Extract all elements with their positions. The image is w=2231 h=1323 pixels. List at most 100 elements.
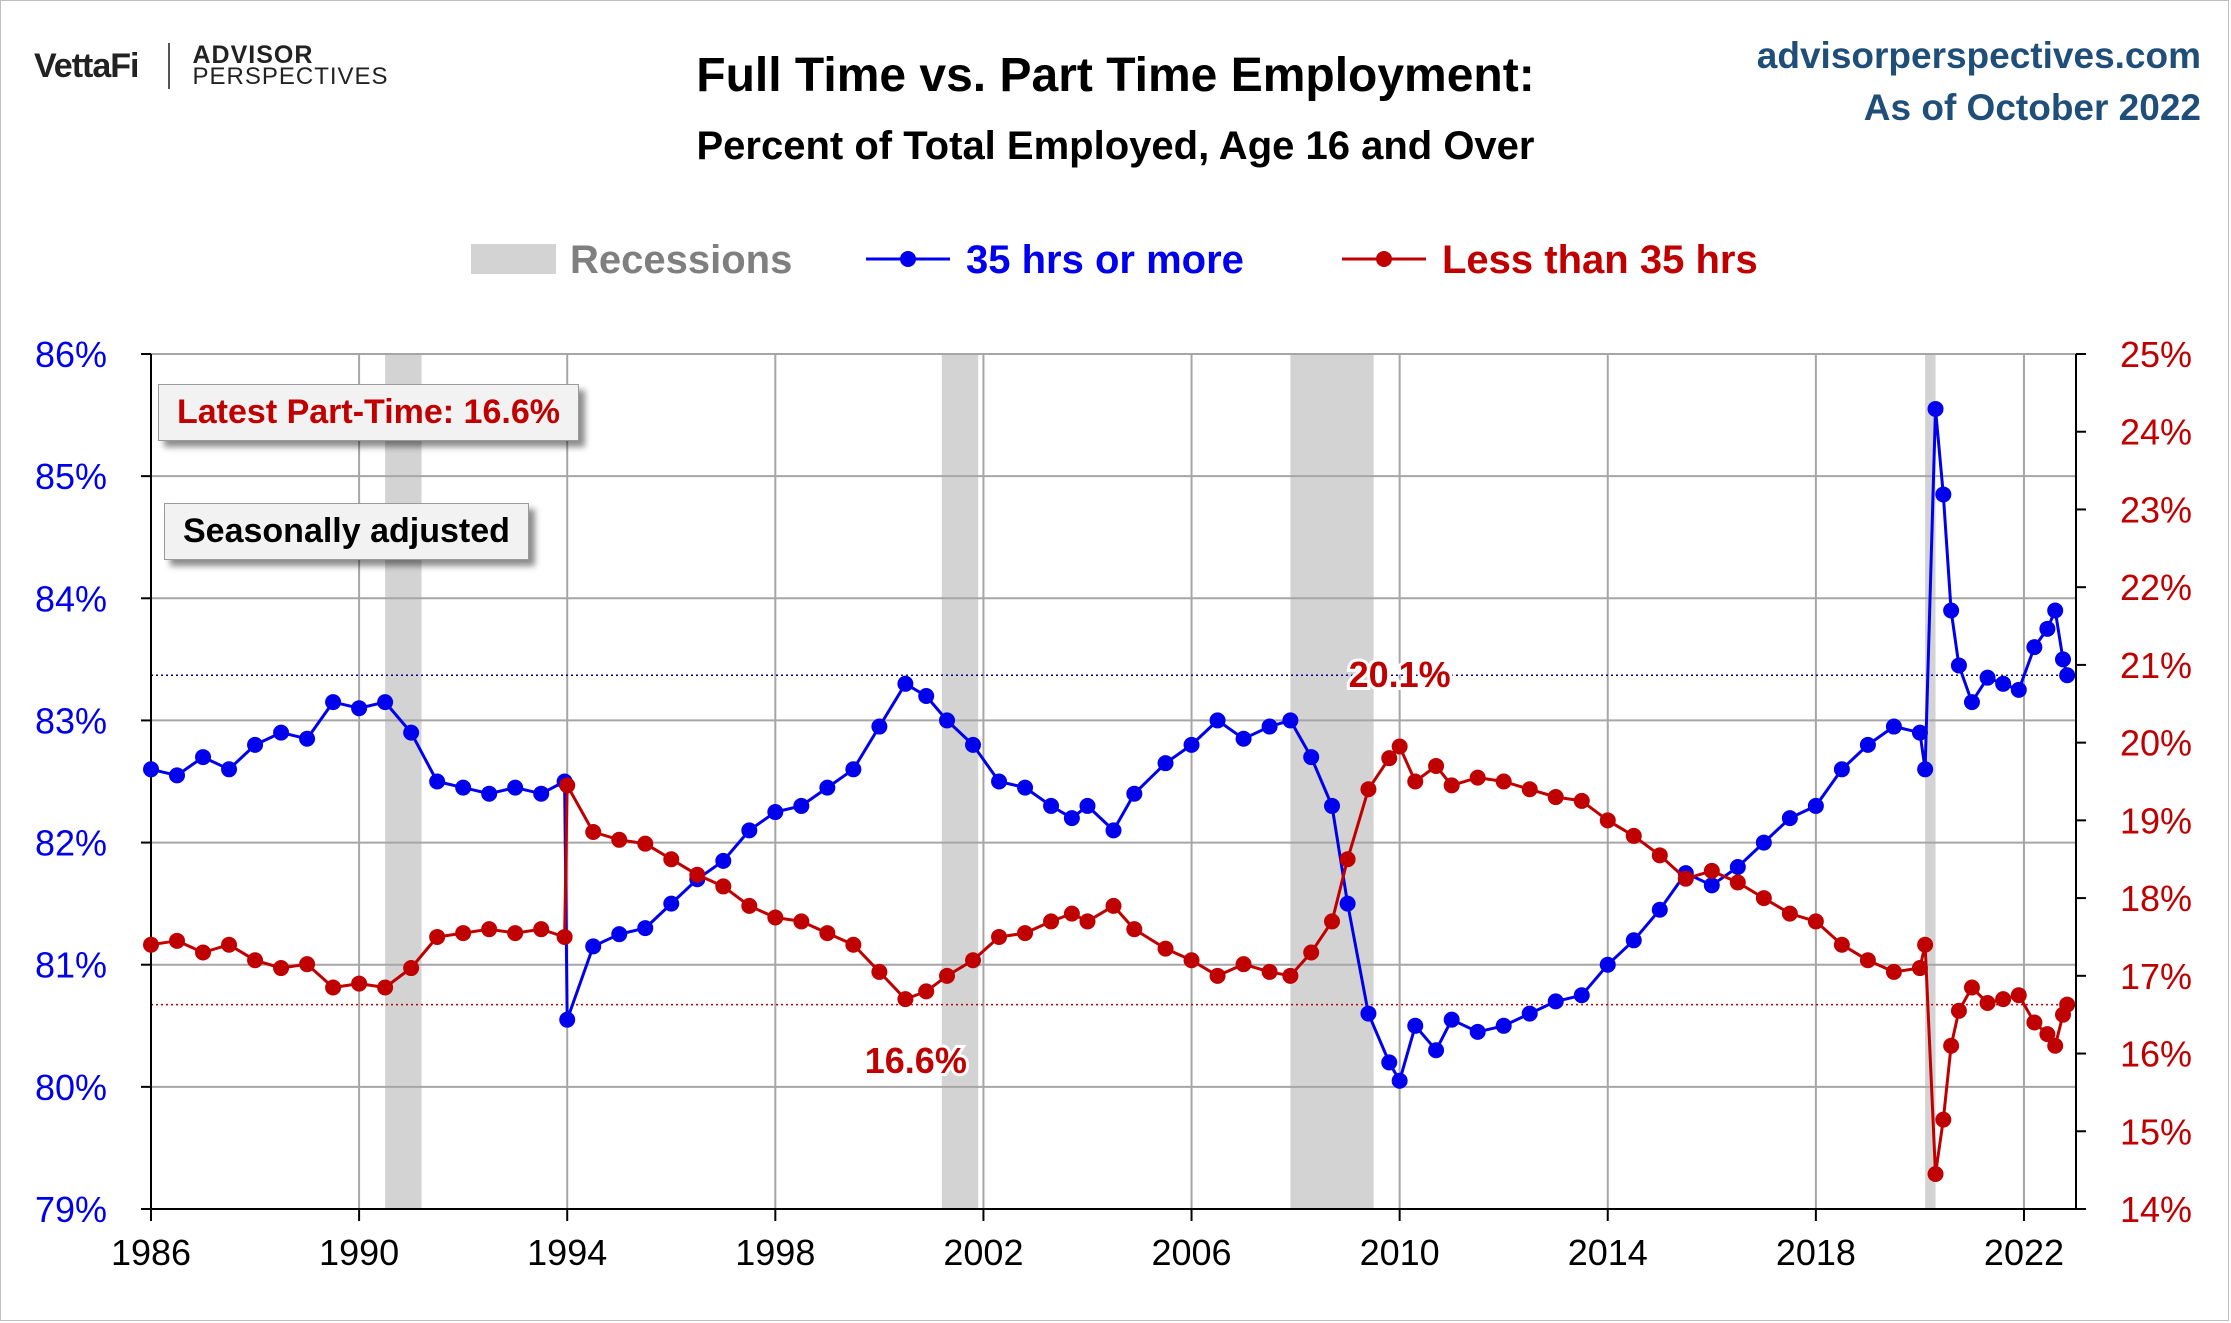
- part-time-data-point: [1495, 773, 1512, 790]
- full-time-data-point: [1079, 797, 1096, 814]
- part-time-data-point: [1126, 921, 1143, 938]
- full-time-data-point: [1282, 712, 1299, 729]
- full-time-data-point: [1043, 797, 1060, 814]
- full-time-data-point: [1407, 1017, 1424, 1034]
- full-time-data-point: [299, 730, 316, 747]
- full-time-data-point: [1235, 730, 1252, 747]
- full-time-data-point: [1755, 834, 1772, 851]
- full-time-data-point: [1781, 810, 1798, 827]
- y-left-tick-label: 81%: [35, 945, 107, 986]
- value-annotation: 20.1%: [1349, 654, 1451, 695]
- part-time-data-point: [2047, 1037, 2064, 1054]
- part-time-data-point: [637, 835, 654, 852]
- recession-band: [1925, 354, 1936, 1209]
- full-time-data-point: [1995, 675, 2012, 692]
- full-time-data-point: [1911, 724, 1928, 741]
- full-time-data-point: [1625, 932, 1642, 949]
- part-time-data-point: [1157, 940, 1174, 957]
- full-time-data-point: [1950, 657, 1967, 674]
- full-time-data-point: [741, 822, 758, 839]
- full-time-data-point: [1261, 718, 1278, 735]
- x-tick-label: 2018: [1776, 1232, 1856, 1273]
- part-time-data-point: [1995, 991, 2012, 1008]
- part-time-data-point: [2059, 996, 2076, 1013]
- full-time-data-point: [871, 718, 888, 735]
- latest-part-time-callout: Latest Part-Time: 16.6%: [158, 384, 579, 441]
- full-time-data-point: [939, 712, 956, 729]
- part-time-data-point: [351, 975, 368, 992]
- x-tick-label: 1998: [735, 1232, 815, 1273]
- vettafi-logo: VettaFi ADVISOR PERSPECTIVES: [34, 36, 389, 96]
- part-time-data-point: [1079, 913, 1096, 930]
- part-time-data-point: [1360, 781, 1377, 798]
- full-time-data-point: [1885, 718, 1902, 735]
- part-time-data-point: [1183, 952, 1200, 969]
- part-time-data-point: [533, 921, 550, 938]
- part-time-data-point: [1381, 750, 1398, 767]
- full-time-data-point: [1391, 1072, 1408, 1089]
- x-tick-label: 2022: [1984, 1232, 2064, 1273]
- full-time-data-point: [918, 688, 935, 704]
- full-time-data-point: [429, 773, 446, 790]
- full-time-data-point: [991, 773, 1008, 790]
- part-time-data-point: [559, 777, 576, 794]
- part-time-data-point: [741, 897, 758, 914]
- part-time-data-point: [1469, 769, 1486, 786]
- part-time-data-point: [143, 936, 159, 953]
- logo-vettafi-text: VettaFi: [34, 46, 139, 85]
- part-time-data-point: [689, 866, 706, 883]
- full-time-data-point: [1573, 987, 1590, 1004]
- full-time-data-point: [1428, 1042, 1445, 1059]
- part-time-data-point: [2010, 987, 2027, 1004]
- part-time-data-point: [845, 936, 862, 953]
- logo-advisor-text: ADVISOR: [192, 41, 314, 69]
- part-time-data-point: [663, 851, 680, 868]
- y-left-tick-label: 85%: [35, 456, 107, 497]
- full-time-data-point: [143, 761, 159, 778]
- y-right-tick-label: 17%: [2120, 956, 2192, 997]
- part-time-data-point: [991, 928, 1008, 945]
- part-time-data-point: [1703, 862, 1720, 879]
- x-tick-label: 2014: [1568, 1232, 1648, 1273]
- full-time-data-point: [1935, 486, 1952, 503]
- part-time-data-point: [793, 913, 810, 930]
- full-time-data-point: [1183, 736, 1200, 753]
- full-time-data-point: [1443, 1011, 1460, 1028]
- y-right-tick-label: 24%: [2120, 412, 2192, 453]
- full-time-data-point: [533, 785, 550, 802]
- part-time-data-point: [1755, 890, 1772, 907]
- y-right-tick-label: 18%: [2120, 878, 2192, 919]
- part-time-data-point: [1943, 1037, 1960, 1054]
- chart-subtitle: Percent of Total Employed, Age 16 and Ov…: [696, 124, 1535, 168]
- part-time-data-point: [1407, 773, 1424, 790]
- full-time-data-point: [403, 724, 420, 741]
- part-time-series-line: [150, 745, 2069, 1176]
- x-tick-label: 1986: [111, 1232, 191, 1273]
- part-time-data-point: [1282, 967, 1299, 984]
- full-time-data-point: [1729, 859, 1746, 875]
- full-time-data-point: [1381, 1054, 1398, 1071]
- full-time-data-point: [2047, 602, 2064, 619]
- part-time-data-point: [1521, 781, 1538, 798]
- full-time-data-point: [1927, 400, 1944, 417]
- full-time-data-point: [1963, 694, 1980, 711]
- part-time-data-point: [871, 963, 888, 980]
- y-right-tick-label: 20%: [2120, 723, 2192, 764]
- part-time-data-point: [247, 952, 264, 969]
- part-time-data-point: [1105, 897, 1122, 914]
- part-time-data-point: [1911, 960, 1928, 977]
- site-link[interactable]: advisorperspectives.com: [1756, 35, 2201, 76]
- recession-band: [1290, 354, 1374, 1209]
- part-time-data-point: [897, 991, 914, 1008]
- part-time-data-point: [1324, 913, 1341, 930]
- part-time-data-point: [611, 831, 628, 848]
- full-time-data-point: [1521, 1005, 1538, 1022]
- full-time-data-point: [1303, 749, 1320, 766]
- part-time-data-point: [939, 967, 956, 984]
- x-tick-label: 1994: [527, 1232, 607, 1273]
- part-time-data-point: [273, 960, 290, 977]
- logo-divider: [168, 43, 171, 89]
- part-time-data-point: [715, 878, 732, 895]
- part-time-data-point: [1950, 1002, 1967, 1019]
